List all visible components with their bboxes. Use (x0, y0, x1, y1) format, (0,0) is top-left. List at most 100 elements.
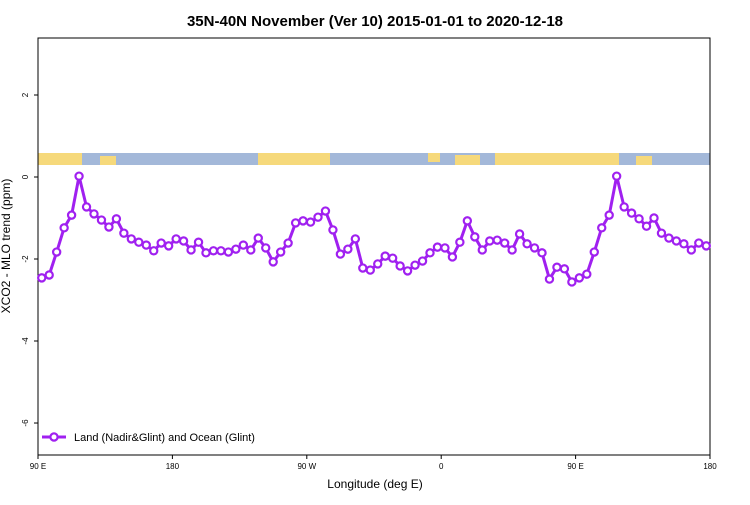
data-point (216, 246, 226, 256)
x-tick-label: 90 E (30, 462, 46, 471)
data-point (514, 229, 525, 239)
data-point (582, 269, 592, 279)
data-point (186, 245, 196, 255)
data-point (268, 257, 278, 267)
data-point (261, 243, 271, 253)
data-point (223, 247, 234, 257)
data-point (373, 259, 383, 269)
data-point (305, 217, 316, 227)
data-point (66, 210, 77, 220)
land-band (258, 153, 330, 165)
data-point (679, 239, 689, 249)
land-band (636, 156, 652, 165)
data-point (275, 247, 286, 257)
data-point (283, 238, 293, 248)
x-tick-label: 180 (703, 462, 717, 471)
data-point (537, 248, 547, 258)
data-point (246, 245, 256, 255)
data-point (253, 233, 263, 243)
data-point (544, 274, 555, 284)
data-point (664, 233, 674, 243)
data-point (432, 242, 443, 252)
data-point (171, 234, 181, 244)
legend-label: Land (Nadir&Glint) and Ocean (Glint) (74, 432, 255, 444)
data-point (156, 238, 166, 248)
data-point (694, 238, 704, 248)
land-band (455, 155, 480, 165)
data-point (402, 266, 413, 276)
land-band (495, 153, 619, 165)
data-point (178, 236, 189, 246)
data-point (641, 221, 652, 231)
data-point (529, 243, 540, 253)
data-point (440, 243, 450, 253)
data-point (455, 237, 465, 247)
x-tick-label: 180 (166, 462, 180, 471)
data-point (119, 228, 129, 238)
data-point (492, 235, 502, 245)
legend: Land (Nadir&Glint) and Ocean (Glint) (42, 432, 255, 444)
data-point (231, 244, 241, 254)
data-point (626, 208, 637, 218)
data-point (81, 202, 92, 212)
data-point (104, 222, 114, 232)
data-point (485, 236, 495, 246)
data-point (470, 232, 480, 242)
data-point (522, 239, 532, 249)
data-point (44, 270, 54, 280)
data-point (335, 249, 346, 259)
data-point (619, 202, 629, 212)
data-point (193, 237, 204, 247)
data-point (649, 213, 659, 223)
data-point (552, 262, 562, 272)
data-point (574, 273, 585, 283)
data-point (343, 244, 353, 254)
data-point (671, 236, 682, 246)
land-ocean-mask (38, 153, 710, 165)
data-point (611, 171, 622, 181)
data-point (387, 253, 398, 263)
x-tick-label: 90 E (567, 462, 583, 471)
x-tick-label: 0 (439, 462, 444, 471)
data-point (163, 241, 174, 251)
land-band (38, 153, 82, 165)
data-point (477, 245, 487, 255)
data-point (634, 214, 644, 224)
land-band (428, 153, 440, 162)
data-point (425, 248, 435, 258)
y-tick-label: 2 (21, 92, 30, 97)
data-point (395, 261, 405, 271)
data-point (141, 240, 151, 250)
data-point (358, 263, 368, 273)
data-point (559, 264, 570, 274)
data-point (462, 216, 473, 226)
data-point (597, 223, 607, 233)
data-point (111, 214, 122, 224)
data-point (701, 241, 711, 251)
data-point (134, 237, 144, 247)
data-point (499, 238, 510, 248)
data-point (350, 234, 361, 244)
data-point (417, 256, 428, 266)
data-point (37, 273, 47, 283)
data-point (238, 240, 249, 250)
y-tick-label: -6 (21, 419, 30, 427)
data-point (507, 245, 517, 255)
data-point (447, 252, 458, 262)
data-point (51, 247, 62, 257)
data-point (365, 265, 375, 275)
data-point (328, 225, 338, 235)
data-point (567, 277, 577, 287)
land-band (100, 156, 116, 165)
data-point (410, 260, 420, 270)
data-point (96, 215, 107, 225)
data-point (89, 209, 99, 219)
data-point (589, 247, 599, 257)
data-point (149, 246, 159, 256)
y-tick-label: 0 (21, 174, 30, 179)
chart-title: 35N-40N November (Ver 10) 2015-01-01 to … (187, 13, 563, 30)
data-point (298, 216, 308, 226)
data-point (380, 251, 390, 261)
data-point (313, 212, 323, 222)
